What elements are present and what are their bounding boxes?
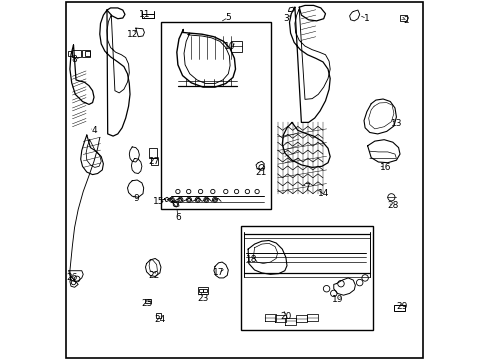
Text: 9: 9 [133, 194, 139, 203]
Bar [145, 299, 150, 303]
Text: 17: 17 [212, 269, 224, 277]
Bar [72, 50, 81, 57]
Text: 7: 7 [304, 183, 310, 192]
Text: 13: 13 [390, 118, 401, 127]
Text: 16: 16 [379, 163, 390, 172]
Text: 14: 14 [317, 189, 329, 198]
Bar [81, 50, 89, 57]
Text: 21: 21 [254, 167, 266, 176]
Bar [393, 305, 405, 311]
Text: 11: 11 [139, 10, 150, 19]
Text: 22: 22 [148, 271, 159, 280]
Bar [399, 15, 407, 21]
Text: 29: 29 [396, 302, 407, 311]
Text: 1: 1 [363, 14, 369, 23]
Bar [156, 313, 161, 318]
Text: 8: 8 [72, 55, 77, 64]
Bar [197, 287, 207, 294]
Text: 10: 10 [224, 42, 235, 51]
Text: 28: 28 [386, 202, 398, 210]
Text: 23: 23 [197, 294, 208, 302]
Text: 19: 19 [332, 295, 343, 304]
Bar [85, 51, 89, 56]
Bar [230, 41, 241, 52]
Text: 6: 6 [175, 213, 181, 222]
Bar [68, 51, 72, 56]
Bar [203, 289, 206, 292]
Text: 5: 5 [225, 13, 231, 22]
Text: 18: 18 [245, 256, 257, 264]
Bar [151, 158, 158, 165]
Bar [149, 148, 157, 158]
Text: 12: 12 [127, 30, 138, 39]
Bar [199, 289, 203, 292]
Text: 25: 25 [141, 299, 152, 307]
Text: 24: 24 [154, 315, 165, 324]
Text: 27: 27 [148, 157, 159, 166]
Text: 3: 3 [283, 14, 289, 23]
Text: 26: 26 [66, 273, 78, 282]
Text: 4: 4 [91, 126, 97, 135]
Bar [161, 22, 271, 209]
Text: 2: 2 [403, 16, 408, 25]
Text: 20: 20 [280, 311, 291, 320]
Bar [241, 226, 373, 330]
Text: 15: 15 [153, 197, 164, 206]
